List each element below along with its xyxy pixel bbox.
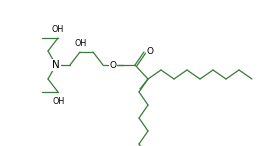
Text: OH: OH — [75, 39, 87, 47]
Text: O: O — [110, 60, 116, 69]
Text: OH: OH — [52, 26, 64, 34]
Text: OH: OH — [53, 97, 65, 106]
Text: N: N — [52, 60, 60, 70]
Text: O: O — [147, 47, 153, 57]
